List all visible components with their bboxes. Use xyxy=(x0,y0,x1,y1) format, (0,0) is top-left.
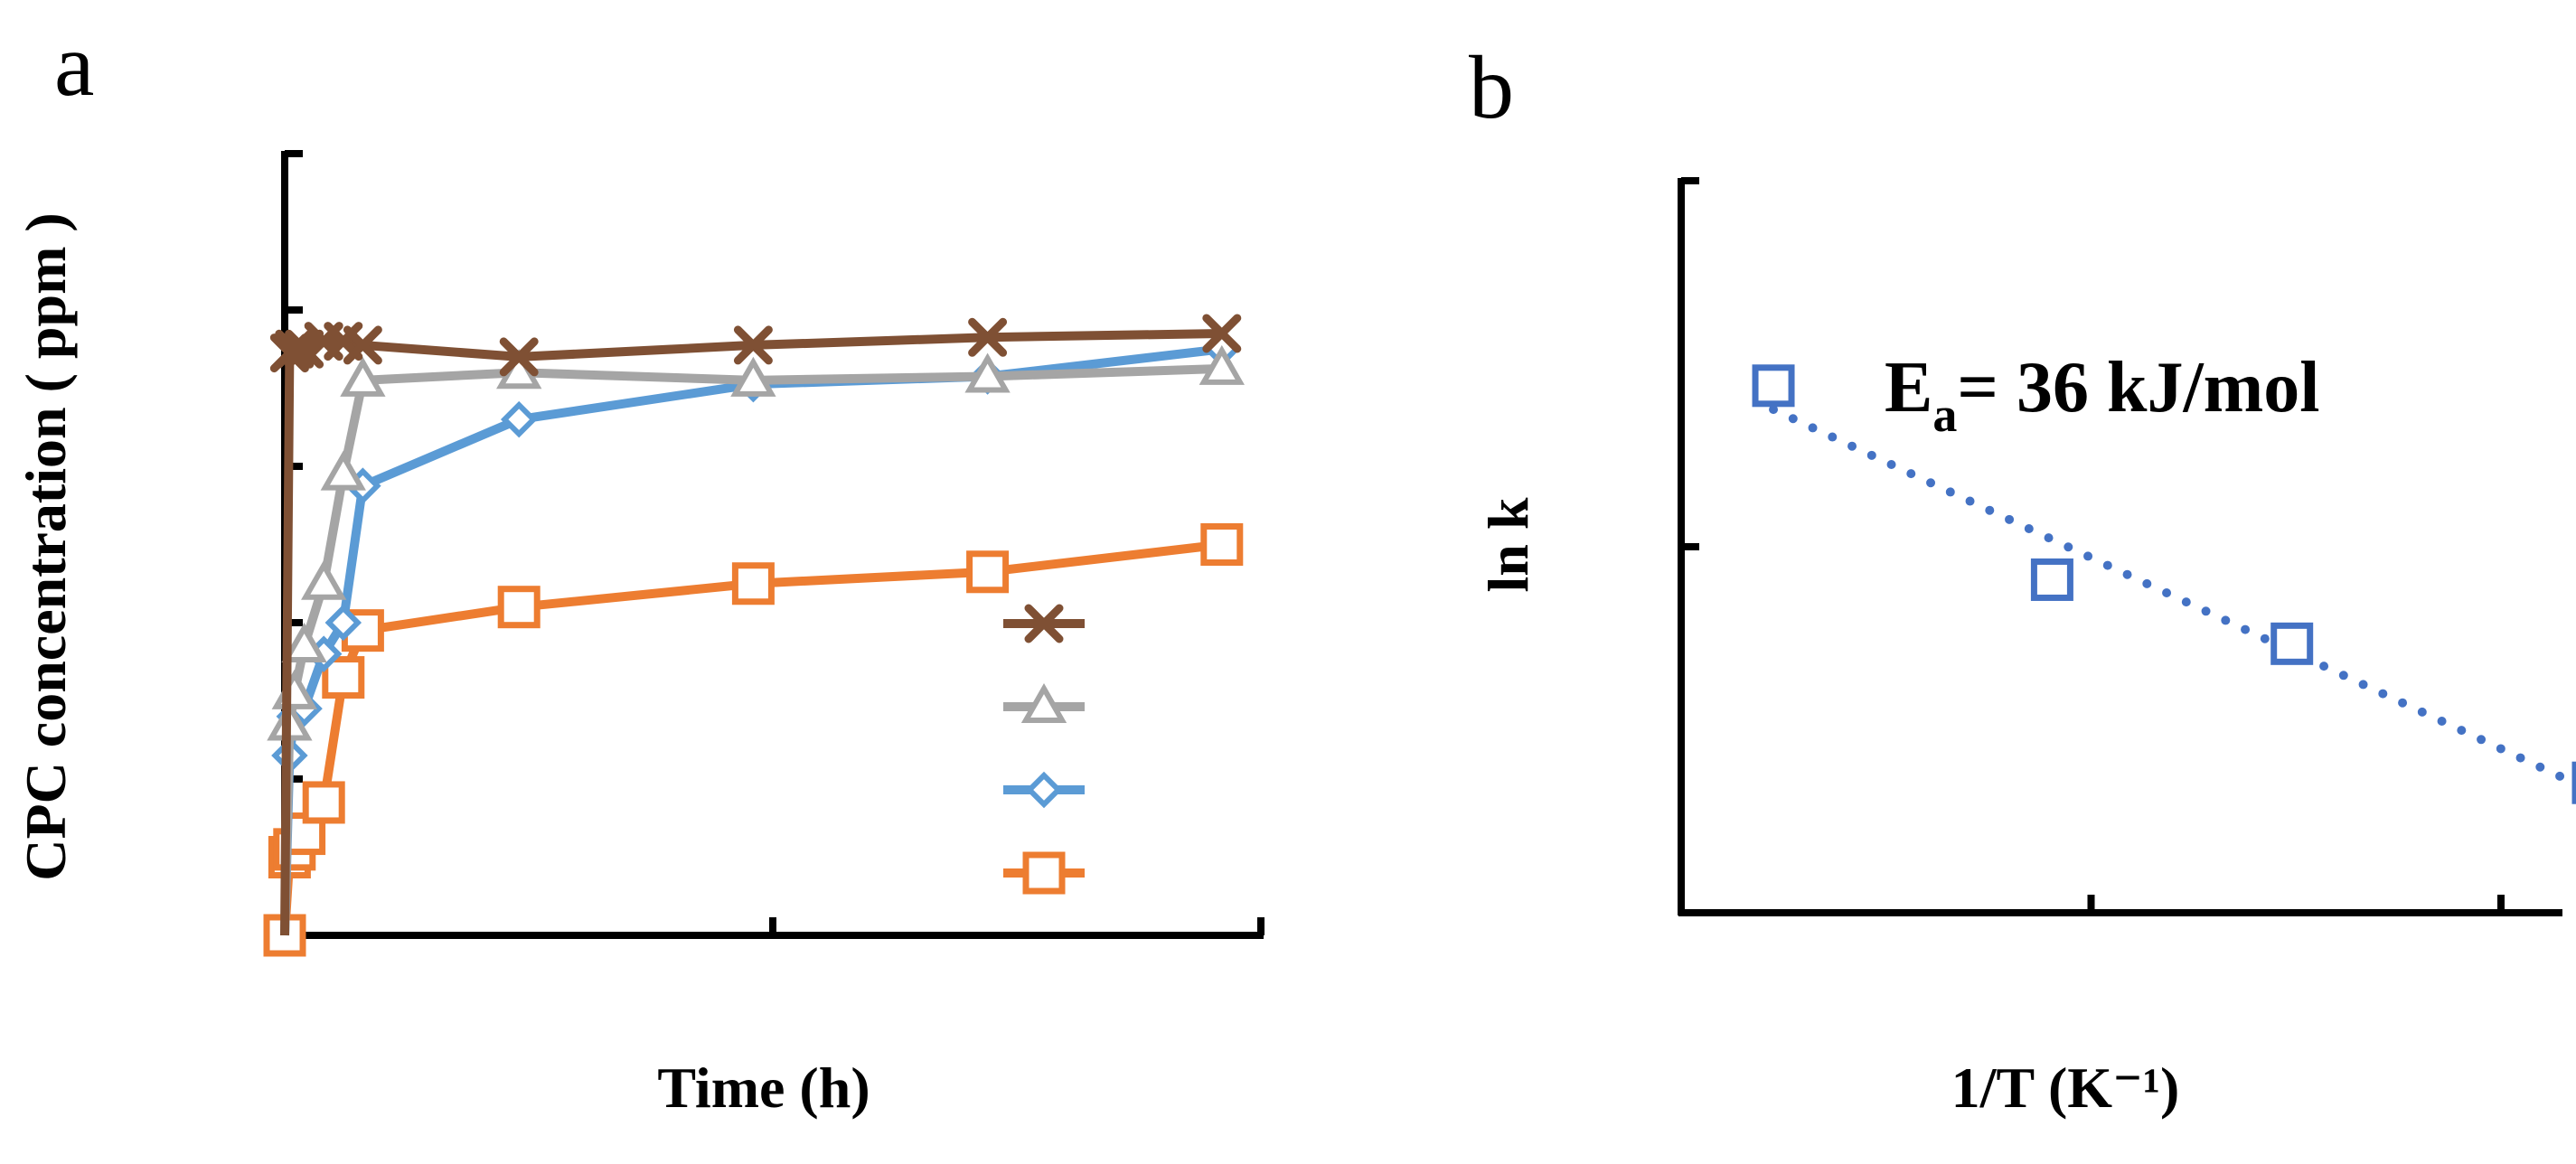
chart-a-ylabel: CPC concentration ( ppm ) xyxy=(14,212,78,880)
ln-k-point xyxy=(1755,368,1791,404)
chart-b-ylabel: ln k xyxy=(1476,497,1540,592)
annotation-subscript: a xyxy=(1932,388,1957,442)
panel-a-letter: a xyxy=(54,14,94,115)
series-line-0 xyxy=(285,333,1222,935)
annotation-rest: = 36 kJ/mol xyxy=(1957,348,2319,427)
series-3-point xyxy=(735,566,771,602)
series-1-point xyxy=(306,566,342,597)
legend-marker-2 xyxy=(1029,775,1058,804)
series-line-1 xyxy=(285,369,1222,935)
activation-energy-annotation: Ea= 36 kJ/mol xyxy=(1885,348,2320,442)
chart-b-xlabel: 1/T (K⁻¹) xyxy=(1951,1056,2180,1120)
chart-a-plot xyxy=(267,151,1264,953)
series-3-point xyxy=(306,784,342,821)
series-3-point xyxy=(1204,527,1240,563)
chart-a-xlabel: Time (h) xyxy=(657,1056,870,1120)
ln-k-point xyxy=(2274,625,2310,662)
chart-b-plot xyxy=(1678,178,2576,915)
trendline xyxy=(1773,409,2576,792)
legend-marker-3 xyxy=(1026,855,1062,891)
ln-k-point xyxy=(2034,561,2070,597)
figure: a Time (h) CPC concentration ( ppm ) b 1… xyxy=(0,0,2576,1159)
series-1-point xyxy=(325,456,362,488)
series-line-2 xyxy=(285,349,1222,935)
figure-svg: a Time (h) CPC concentration ( ppm ) b 1… xyxy=(0,0,2576,1159)
panel-b-letter: b xyxy=(1469,37,1514,137)
series-3-point xyxy=(970,554,1006,590)
annotation-main: E xyxy=(1885,348,1932,427)
series-2-point xyxy=(504,405,533,434)
series-3-point xyxy=(501,589,537,625)
